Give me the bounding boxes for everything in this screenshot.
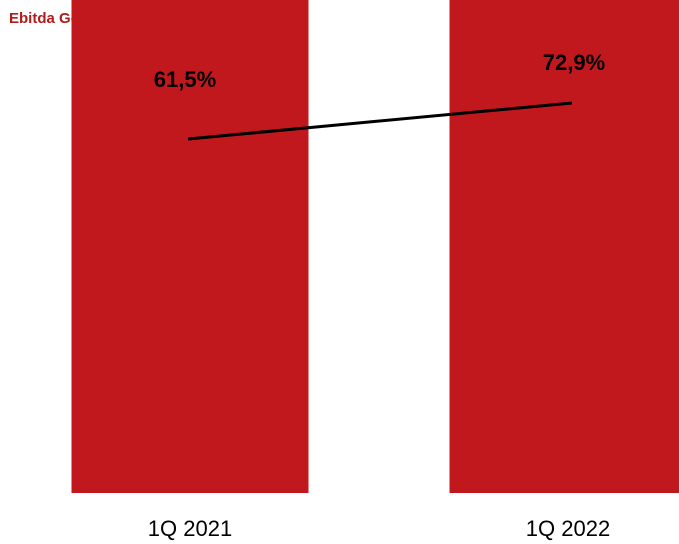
margin-value-label: 72,9%	[543, 50, 605, 75]
bar-2	[449, 0, 679, 493]
x-tick-label: 1Q 2021	[148, 516, 232, 541]
margin-value-label: 61,5%	[154, 67, 216, 92]
margin-line	[187, 101, 573, 141]
bar-1	[71, 0, 309, 493]
x-tick-label: 1Q 2022	[526, 516, 610, 541]
